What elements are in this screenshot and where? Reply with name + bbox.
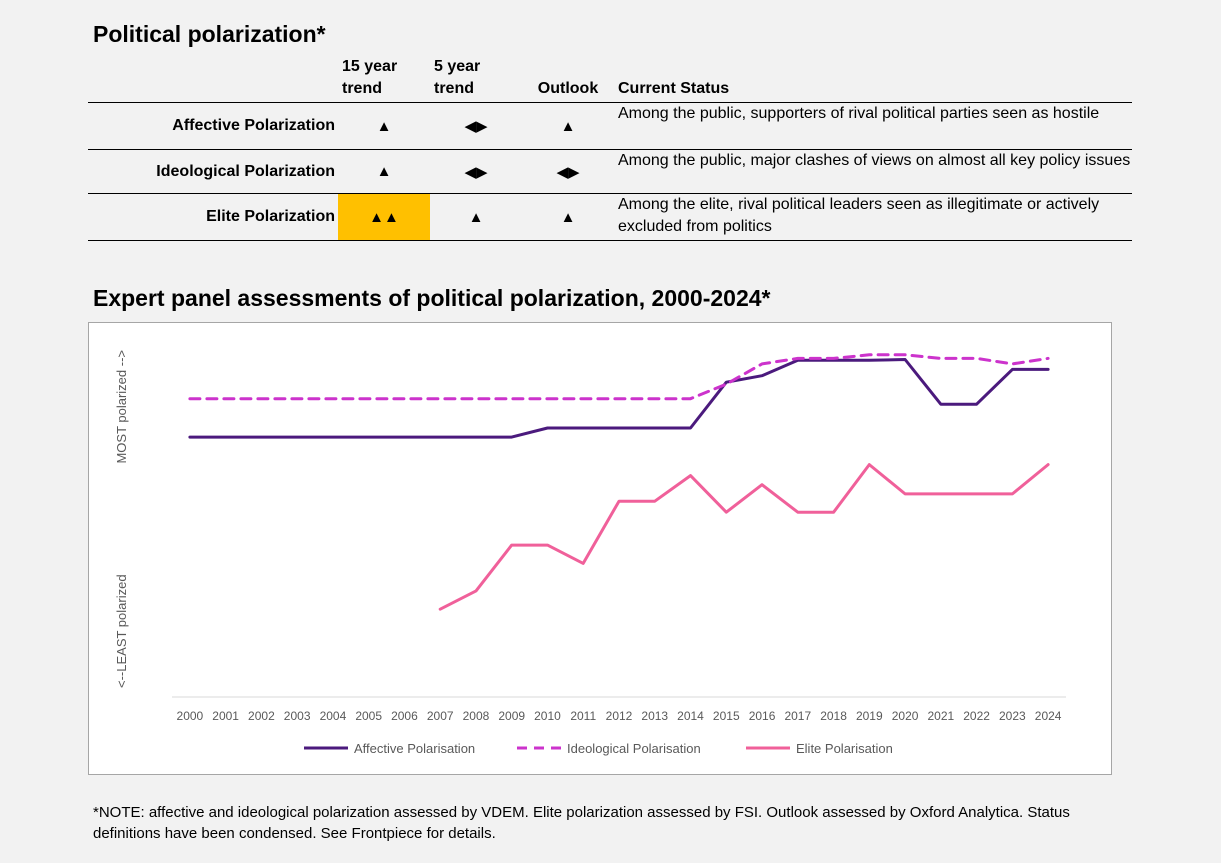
x-tick-label: 2013 [641,709,668,723]
x-tick-label: 2014 [677,709,704,723]
x-tick-label: 2002 [248,709,275,723]
x-tick-label: 2021 [927,709,954,723]
series-line-affective-polarisation [188,358,1050,439]
series-line-elite-polarisation [438,463,1050,611]
outlook-indicator: ▲ [522,193,614,241]
y-axis-label-bottom: <--LEAST polarized [114,574,129,688]
x-tick-label: 2012 [606,709,633,723]
x-tick-label: 2015 [713,709,740,723]
col-label-header [88,56,338,103]
footnote: *NOTE: affective and ideological polariz… [93,804,1070,842]
trend-5-year-indicator: ◀▶ [430,102,522,150]
col-current-status-header: Current Status [614,56,1132,103]
x-tick-label: 2010 [534,709,561,723]
table-row: Ideological Polarization ▲ ◀▶ ◀▶ Among t… [88,149,1132,194]
row-label: Ideological Polarization [88,149,338,194]
current-status-text: Among the public, supporters of rival po… [614,102,1132,150]
x-tick-label: 2005 [355,709,382,723]
col-5-year-trend-header: 5 year trend [430,56,522,103]
col-5-year-line2: trend [434,80,474,97]
row-label: Elite Polarization [88,193,338,241]
x-tick-label: 2022 [963,709,990,723]
legend-label: Ideological Polarisation [567,741,701,756]
x-tick-label: 2000 [177,709,204,723]
trend-15-year-indicator-highlighted: ▲▲ [338,193,430,241]
table-row: Elite Polarization ▲▲ ▲ ▲ Among the elit… [88,193,1132,241]
trend-15-year-indicator: ▲ [338,149,430,194]
current-status-text: Among the elite, rival political leaders… [614,193,1132,241]
x-tick-label: 2024 [1035,709,1062,723]
x-tick-label: 2016 [749,709,776,723]
x-tick-label: 2008 [463,709,490,723]
x-tick-label: 2017 [784,709,811,723]
line-chart: 2000 2001 2002 2003 2004 2005 2006 2007 2008 2009… [114,350,1066,756]
col-outlook-header: Outlook [522,56,614,103]
x-tick-label: 2007 [427,709,454,723]
col-15-year-line2: trend [342,80,382,97]
row-label: Affective Polarization [88,102,338,150]
status-table: 15 year trend 5 year trend Outlook Curre… [88,56,1132,241]
x-tick-label: 2019 [856,709,883,723]
x-tick-label: 2023 [999,709,1026,723]
series-line-ideological-polarisation [188,353,1050,401]
chart-area: 2000 2001 2002 2003 2004 2005 2006 2007 2008 2009… [88,322,1112,775]
page-title: Political polarization* [93,21,326,47]
x-tick-label: 2018 [820,709,847,723]
x-tick-label: 2020 [892,709,919,723]
x-tick-label: 2004 [320,709,347,723]
col-15-year-line1: 15 year [342,58,398,75]
current-status-text: Among the public, major clashes of views… [614,149,1132,194]
legend-label: Elite Polarisation [796,741,893,756]
col-5-year-line1: 5 year [434,58,481,75]
status-table-header: 15 year trend 5 year trend Outlook Curre… [88,56,1132,103]
x-tick-label: 2011 [570,709,596,723]
outlook-indicator: ◀▶ [522,149,614,194]
col-15-year-trend-header: 15 year trend [338,56,430,103]
chart-title: Expert panel assessments of political po… [93,285,771,311]
trend-5-year-indicator: ▲ [430,193,522,241]
legend-label: Affective Polarisation [354,741,475,756]
trend-5-year-indicator: ◀▶ [430,149,522,194]
table-row: Affective Polarization ▲ ◀▶ ▲ Among the … [88,102,1132,150]
x-tick-label: 2006 [391,709,418,723]
x-tick-label: 2009 [498,709,525,723]
trend-15-year-indicator: ▲ [338,102,430,150]
y-axis-label-top: MOST polarized --> [114,350,129,464]
outlook-indicator: ▲ [522,102,614,150]
x-tick-label: 2001 [212,709,239,723]
x-tick-label: 2003 [284,709,311,723]
